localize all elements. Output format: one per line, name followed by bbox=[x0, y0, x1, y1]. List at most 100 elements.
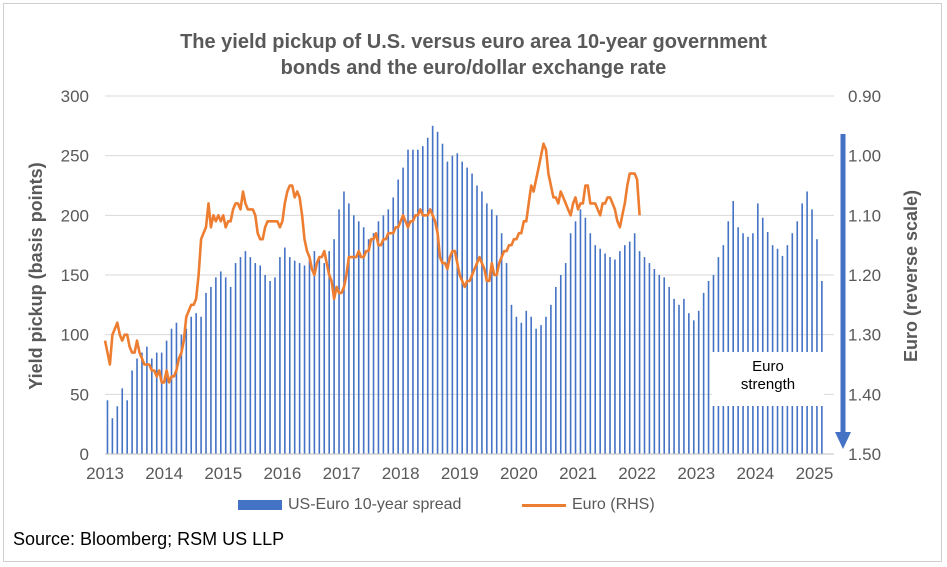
spread-bar bbox=[816, 239, 818, 454]
spread-bar bbox=[599, 248, 601, 454]
x-tick-label: 2015 bbox=[204, 464, 242, 483]
annotation-line-1: Euro bbox=[752, 358, 784, 375]
spread-bar bbox=[604, 253, 606, 454]
spread-bar bbox=[269, 280, 271, 454]
spread-bar bbox=[318, 257, 321, 454]
spread-bar bbox=[190, 316, 193, 454]
spread-bar bbox=[461, 161, 464, 454]
spread-bar bbox=[530, 316, 532, 454]
spread-bar bbox=[170, 328, 173, 454]
spread-bar bbox=[323, 263, 326, 454]
spread-bar bbox=[466, 167, 468, 454]
spread-bar bbox=[288, 257, 291, 454]
y-tick-label: 0 bbox=[80, 445, 89, 464]
spread-bar bbox=[446, 161, 449, 454]
x-tick-label: 2014 bbox=[145, 464, 183, 483]
spread-bar bbox=[786, 245, 789, 454]
spread-bar bbox=[609, 257, 611, 454]
spread-bar bbox=[535, 328, 537, 454]
spread-bar bbox=[619, 251, 621, 454]
y2-axis-title: Euro (reverse scale) bbox=[901, 190, 921, 362]
axes: 0 50 100 150 200 250 300 0.90 1.00 1.10 1.20 1.30 1.… bbox=[61, 87, 881, 483]
legend-label-spread: US-Euro 10-year spread bbox=[288, 496, 462, 513]
spread-bar bbox=[362, 227, 365, 454]
y2-tick-label: 1.40 bbox=[848, 385, 881, 404]
y2-tick-label: 1.30 bbox=[848, 326, 881, 345]
spread-bar bbox=[550, 304, 552, 454]
spread-bar bbox=[402, 167, 404, 454]
spread-bar bbox=[451, 155, 454, 454]
spread-bar bbox=[722, 245, 725, 454]
spread-bar bbox=[205, 292, 207, 454]
spread-bar bbox=[126, 400, 128, 454]
legend-item-spread: US-Euro 10-year spread bbox=[238, 496, 461, 514]
spread-bar bbox=[160, 352, 163, 454]
spread-bar bbox=[407, 149, 409, 454]
spread-bar bbox=[727, 221, 730, 454]
legend-item-euro: Euro (RHS) bbox=[522, 496, 655, 514]
euro-line bbox=[103, 142, 641, 384]
spread-bar bbox=[175, 322, 178, 454]
x-tick-label: 2021 bbox=[559, 464, 597, 483]
spread-bar bbox=[697, 310, 700, 454]
spread-bar bbox=[259, 265, 262, 454]
spread-bar bbox=[274, 277, 276, 454]
spread-bar bbox=[293, 260, 296, 454]
y2-tick-label: 1.10 bbox=[848, 206, 881, 225]
spread-bar bbox=[628, 241, 631, 454]
chart-frame bbox=[3, 3, 942, 562]
spread-bar bbox=[776, 248, 779, 454]
spread-bar bbox=[737, 227, 739, 454]
spread-bar bbox=[766, 232, 769, 454]
spread-bar bbox=[668, 286, 670, 454]
spread-bar bbox=[244, 251, 247, 454]
spread-bar bbox=[353, 215, 355, 454]
spread-bar bbox=[382, 215, 385, 454]
spread-bar bbox=[594, 245, 597, 454]
spread-bar bbox=[653, 269, 656, 454]
spread-bar bbox=[426, 137, 429, 454]
spread-bar bbox=[412, 149, 414, 454]
spread-bar bbox=[540, 325, 542, 454]
spread-bar bbox=[116, 406, 119, 454]
y-axis-title: Yield pickup (basis points) bbox=[26, 162, 46, 389]
spread-bar bbox=[673, 298, 675, 454]
spread-bar bbox=[155, 352, 158, 454]
spread-bar bbox=[441, 143, 444, 454]
spread-bar bbox=[392, 197, 395, 454]
spread-bar bbox=[210, 286, 212, 454]
spread-bar bbox=[555, 286, 557, 454]
spread-bar bbox=[614, 259, 616, 454]
spread-bar bbox=[757, 203, 759, 454]
spread-bar bbox=[180, 334, 183, 454]
y2-tick-label: 1.20 bbox=[848, 266, 881, 285]
spread-bar bbox=[436, 131, 439, 455]
spread-bar bbox=[333, 239, 335, 454]
spread-bar bbox=[200, 316, 202, 454]
spread-bar bbox=[707, 280, 710, 454]
spread-bar bbox=[525, 310, 528, 454]
spread-bar bbox=[520, 322, 523, 454]
spread-bars bbox=[106, 125, 823, 455]
y-tick-label: 100 bbox=[61, 326, 89, 345]
spread-bar bbox=[254, 263, 257, 454]
x-tick-label: 2025 bbox=[796, 464, 834, 483]
y-tick-label: 150 bbox=[61, 266, 89, 285]
euro-series-line bbox=[103, 142, 641, 384]
spread-bar bbox=[574, 221, 577, 454]
spread-bar bbox=[298, 263, 301, 454]
spread-bar bbox=[215, 277, 217, 454]
spread-bar bbox=[111, 418, 114, 454]
x-tick-label: 2023 bbox=[677, 464, 715, 483]
y-tick-label: 300 bbox=[61, 87, 89, 106]
spread-bar bbox=[589, 233, 592, 454]
spread-bar bbox=[801, 203, 803, 454]
spread-bar bbox=[811, 209, 813, 454]
spread-bar bbox=[683, 298, 685, 454]
x-tick-label: 2022 bbox=[618, 464, 656, 483]
spread-bar bbox=[338, 209, 340, 454]
euro-strength-annotation: Euro strength bbox=[712, 352, 824, 406]
spread-bar bbox=[702, 292, 705, 454]
y2-tick-label: 1.00 bbox=[848, 147, 881, 166]
spread-bar bbox=[564, 263, 567, 454]
